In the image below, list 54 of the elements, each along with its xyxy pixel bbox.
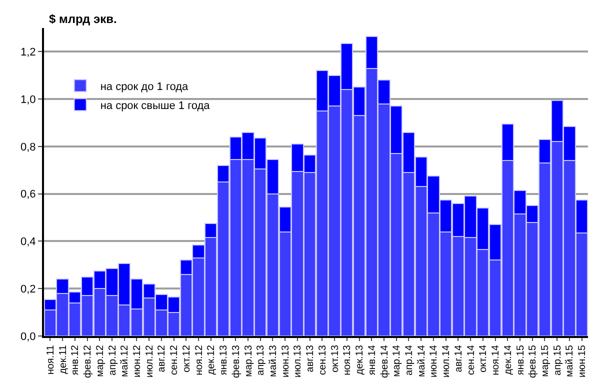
x-tick-label: июн.15 — [577, 344, 588, 378]
x-tick-label: янв.12 — [70, 344, 82, 376]
x-tick-label: окт.14 — [478, 344, 490, 372]
x-tick-label: янв.13 — [218, 344, 230, 376]
x-tick-label: ноя.11 — [45, 344, 56, 375]
x-tick-label: июн.12 — [132, 344, 143, 378]
x-tick-label: июн.13 — [280, 344, 292, 378]
y-tick-label: 0,6 — [20, 188, 36, 201]
x-tick-label: сен.12 — [169, 344, 180, 375]
y-tick-label: 1,2 — [20, 46, 36, 59]
legend-label: на срок свыше 1 года — [100, 100, 211, 112]
x-tick-label: май.13 — [268, 344, 279, 377]
y-tick-label: 0,2 — [20, 283, 36, 296]
x-tick-label: дек.11 — [58, 344, 69, 374]
x-tick-label: май.14 — [416, 344, 428, 377]
x-tick-label: окт.12 — [181, 344, 192, 372]
x-tick-label: июл.13 — [292, 344, 304, 378]
x-tick-label: фев.12 — [82, 344, 94, 378]
y-tick-label: 1,0 — [20, 94, 36, 106]
x-tick-label: ноя.13 — [342, 344, 354, 376]
x-tick-label: сен.14 — [466, 344, 477, 375]
x-tick-label: апр.13 — [256, 344, 267, 376]
x-tick-label: апр.14 — [404, 344, 415, 376]
y-tick-label: 0,4 — [20, 236, 36, 248]
x-tick-label: дек.14 — [502, 344, 514, 375]
x-tick-label: ноя.14 — [490, 344, 502, 376]
x-tick-label: авг.13 — [305, 344, 316, 372]
x-tick-label: июл.14 — [441, 344, 452, 378]
x-tick-label: мар.15 — [540, 344, 551, 377]
y-axis-title: $ млрд экв. — [49, 12, 117, 26]
x-tick-label: янв.15 — [515, 344, 526, 376]
x-tick-label: фев.14 — [379, 344, 390, 378]
y-tick-label: 0,0 — [20, 330, 36, 343]
x-tick-label: мар.13 — [243, 344, 254, 377]
x-tick-label: апр.15 — [552, 344, 564, 376]
x-tick-label: май.15 — [564, 344, 576, 377]
x-tick-label: июл.12 — [144, 344, 156, 378]
x-tick-label: дек.13 — [354, 344, 366, 375]
x-tick-label: фев.15 — [528, 344, 539, 378]
legend-label: на срок до 1 года — [100, 80, 190, 93]
x-tick-label: апр.12 — [107, 344, 118, 376]
x-tick-label: янв.14 — [366, 344, 378, 376]
x-tick-label: фев.13 — [230, 344, 242, 378]
x-tick-label: мар.12 — [94, 344, 106, 377]
x-tick-label: сен.13 — [317, 344, 328, 375]
x-tick-label: мар.14 — [392, 344, 403, 377]
x-tick-label: июн.14 — [428, 344, 440, 378]
x-tick-label: ноя.12 — [194, 344, 205, 376]
x-tick-label: окт.13 — [330, 344, 341, 372]
y-tick-label: 0,8 — [20, 141, 36, 154]
x-tick-label: авг.12 — [156, 344, 168, 372]
x-tick-label: май.12 — [120, 344, 131, 377]
x-tick-label: авг.14 — [453, 344, 464, 372]
x-tick-label: дек.12 — [206, 344, 218, 375]
